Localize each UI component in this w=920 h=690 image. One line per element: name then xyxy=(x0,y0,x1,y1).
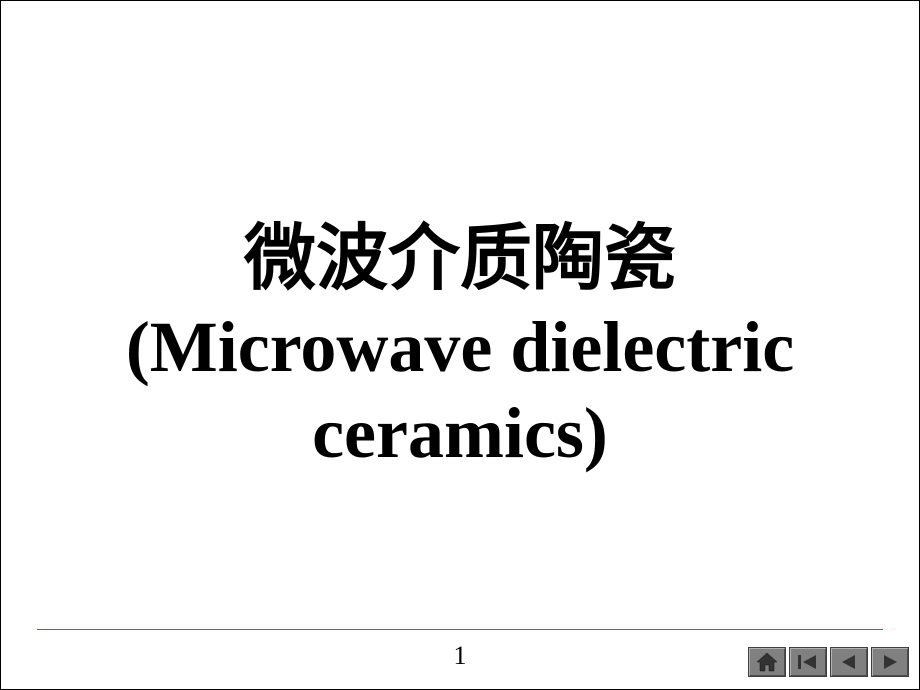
title-english-line2: ceramics) xyxy=(312,390,608,476)
home-icon xyxy=(755,652,779,672)
slide-footer: 1 xyxy=(1,629,919,679)
nav-prev-button[interactable] xyxy=(830,647,868,677)
page-number: 1 xyxy=(454,641,467,671)
slide-container: 微波介质陶瓷 (Microwave dielectric ceramics) 1 xyxy=(0,0,920,690)
first-icon xyxy=(796,652,820,672)
nav-home-button[interactable] xyxy=(748,647,786,677)
slide-content: 微波介质陶瓷 (Microwave dielectric ceramics) xyxy=(1,1,919,689)
prev-icon xyxy=(837,652,861,672)
nav-next-button[interactable] xyxy=(871,647,909,677)
nav-buttons xyxy=(748,647,909,677)
footer-divider xyxy=(37,629,883,630)
next-icon xyxy=(878,652,902,672)
title-english-line1: (Microwave dielectric xyxy=(126,304,794,390)
nav-first-button[interactable] xyxy=(789,647,827,677)
title-chinese: 微波介质陶瓷 xyxy=(244,214,676,304)
